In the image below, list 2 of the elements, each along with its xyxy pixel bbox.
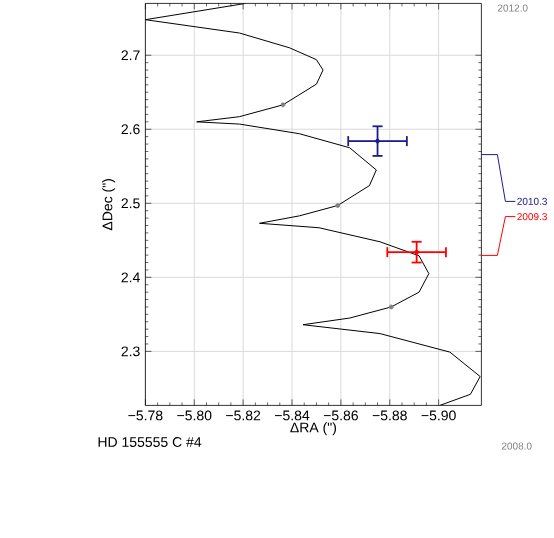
line-series bbox=[145, 3, 481, 406]
point bbox=[388, 304, 394, 310]
